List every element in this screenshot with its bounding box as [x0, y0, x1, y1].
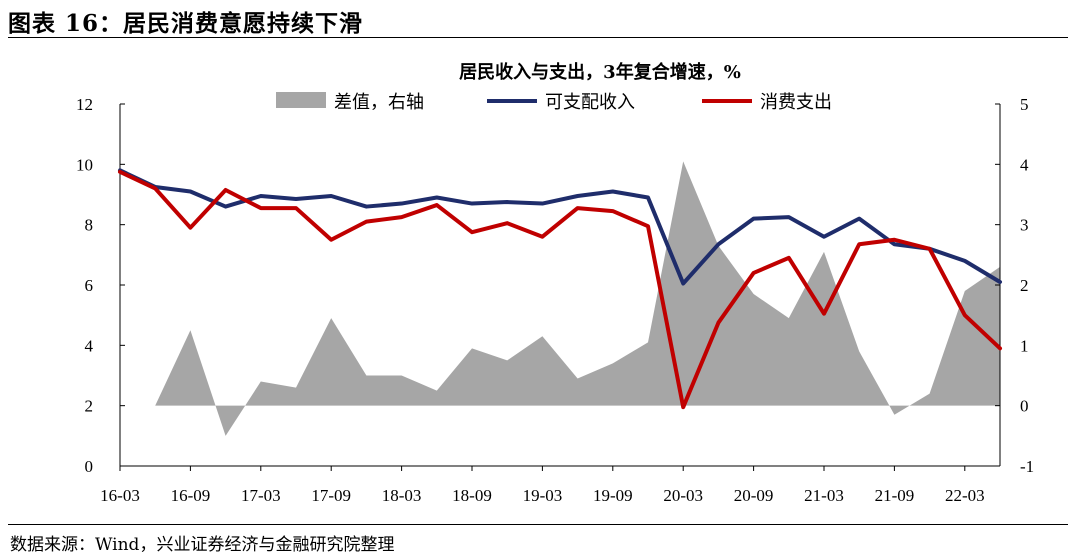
x-tick-label: 18-03	[382, 486, 422, 505]
x-tick-label: 19-03	[523, 486, 563, 505]
y-right-tick-label: 4	[1020, 155, 1029, 174]
series-line-income	[118, 168, 1002, 286]
legend-label: 差值，右轴	[334, 92, 424, 113]
y-left-tick-label: 2	[85, 397, 94, 416]
chart-title: 居民收入与支出，3年复合增速，%	[459, 61, 741, 83]
x-tick-label: 19-09	[593, 486, 633, 505]
y-right-tick-label: 0	[1020, 397, 1029, 416]
footer-rule	[8, 524, 1068, 525]
x-tick-label: 17-09	[311, 486, 351, 505]
y-left-tick-label: 4	[85, 336, 94, 355]
x-tick-label: 20-03	[663, 486, 703, 505]
legend-label: 可支配收入	[545, 92, 635, 113]
x-tick-label: 22-03	[945, 486, 985, 505]
y-right-tick-label: 5	[1020, 95, 1029, 114]
series-area-difference	[120, 161, 1000, 436]
x-tick-label: 18-09	[452, 486, 492, 505]
header-rule	[8, 37, 1068, 38]
figure-header: 图表 16：居民消费意愿持续下滑	[8, 10, 364, 37]
y-right-tick-label: 1	[1020, 336, 1029, 355]
legend-label: 消费支出	[760, 92, 832, 113]
y-left-tick-label: 10	[76, 155, 93, 174]
y-right-tick-label: 3	[1020, 216, 1029, 235]
series-line-consumption	[118, 169, 1002, 410]
y-right-tick-label: 2	[1020, 276, 1029, 295]
source-note: 数据来源：Wind，兴业证券经济与金融研究院整理	[10, 535, 395, 555]
y-right-tick-label: -1	[1020, 457, 1034, 476]
y-left-tick-label: 0	[85, 457, 94, 476]
x-tick-label: 21-03	[804, 486, 844, 505]
legend-swatch-area	[276, 92, 326, 108]
x-tick-label: 20-09	[734, 486, 774, 505]
x-tick-label: 21-09	[875, 486, 915, 505]
y-left-tick-label: 12	[76, 95, 93, 114]
x-tick-label: 16-03	[100, 486, 140, 505]
x-tick-label: 17-03	[241, 486, 281, 505]
y-left-tick-label: 6	[85, 276, 94, 295]
x-tick-label: 16-09	[171, 486, 211, 505]
y-left-tick-label: 8	[85, 216, 94, 235]
